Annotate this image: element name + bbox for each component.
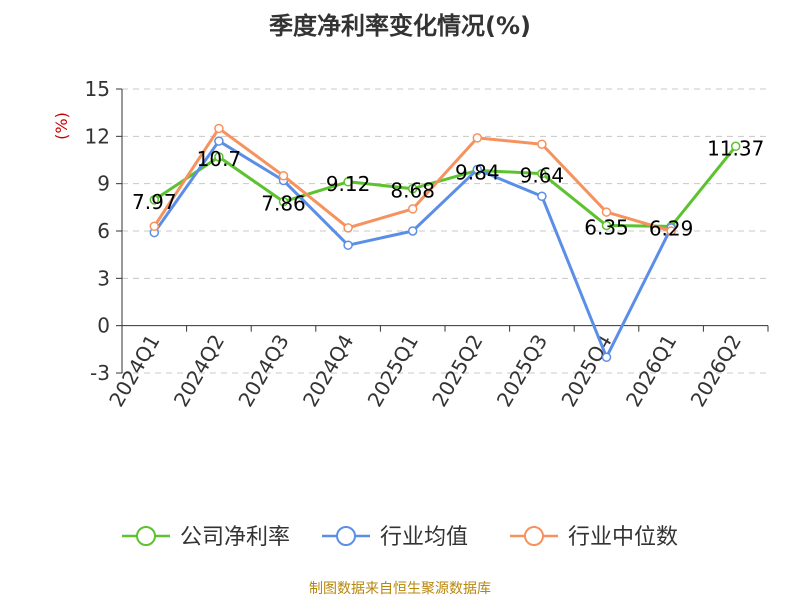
data-point xyxy=(214,152,224,162)
data-label: 6.35 xyxy=(584,215,629,239)
legend-label: 公司净利率 xyxy=(180,525,290,550)
x-tick-label: 2026Q1 xyxy=(621,330,681,411)
data-label: 11.37 xyxy=(707,136,764,160)
data-point xyxy=(343,240,353,250)
x-tick-label: 2025Q4 xyxy=(556,330,616,411)
data-point xyxy=(407,204,418,214)
legend-marker xyxy=(136,526,156,546)
y-tick-label: -3 xyxy=(90,361,110,385)
data-point xyxy=(214,136,224,146)
source-footer: 制图数据来自恒生聚源数据库 xyxy=(309,581,491,597)
x-tick-label: 2024Q3 xyxy=(233,330,293,411)
data-label: 10.7 xyxy=(197,147,242,171)
data-point xyxy=(601,352,612,362)
data-point xyxy=(149,195,160,205)
x-tick-label: 2025Q3 xyxy=(492,330,552,411)
data-point xyxy=(601,220,612,231)
x-tick-label: 2026Q2 xyxy=(686,330,746,411)
data-point xyxy=(343,223,353,233)
data-label: 8.68 xyxy=(390,179,435,203)
data-point xyxy=(343,177,353,187)
series-line xyxy=(153,139,673,359)
data-point xyxy=(472,164,483,175)
data-point xyxy=(278,196,289,207)
x-tick-label: 2024Q1 xyxy=(104,330,164,411)
x-tick-label: 2024Q4 xyxy=(298,330,358,411)
y-axis-label: (%) xyxy=(52,112,71,140)
data-point xyxy=(472,133,483,143)
data-point xyxy=(666,226,676,236)
y-tick-label: 12 xyxy=(85,124,110,148)
data-point xyxy=(730,141,741,152)
data-label: 7.97 xyxy=(132,190,177,214)
x-tick-label: 2025Q2 xyxy=(427,330,487,411)
y-tick-label: 3 xyxy=(97,266,110,290)
legend-marker xyxy=(524,526,544,546)
chart-title: 季度净利率变化情况(%) xyxy=(269,12,531,40)
series-line xyxy=(153,145,737,228)
data-label: 6.29 xyxy=(649,216,694,240)
legend-label: 行业中位数 xyxy=(568,525,678,550)
y-tick-label: 9 xyxy=(97,172,110,196)
data-point xyxy=(149,221,160,232)
y-tick-label: 0 xyxy=(97,314,110,338)
data-point xyxy=(601,207,612,217)
data-point xyxy=(537,168,547,179)
data-label: 7.86 xyxy=(261,192,306,216)
y-tick-label: 6 xyxy=(97,219,110,243)
data-point xyxy=(214,123,224,134)
x-tick-label: 2025Q1 xyxy=(363,330,423,411)
data-label: 9.64 xyxy=(520,164,565,188)
x-tick-label: 2024Q2 xyxy=(169,330,229,411)
legend-label: 行业均值 xyxy=(380,525,468,550)
data-point xyxy=(537,139,547,149)
legend-marker xyxy=(336,526,356,546)
data-point xyxy=(278,171,289,181)
y-tick-label: 15 xyxy=(85,77,110,101)
data-point xyxy=(537,191,547,202)
data-label: 9.12 xyxy=(326,172,371,196)
data-label: 9.84 xyxy=(455,160,500,184)
data-point xyxy=(407,226,418,236)
data-point xyxy=(407,183,418,194)
